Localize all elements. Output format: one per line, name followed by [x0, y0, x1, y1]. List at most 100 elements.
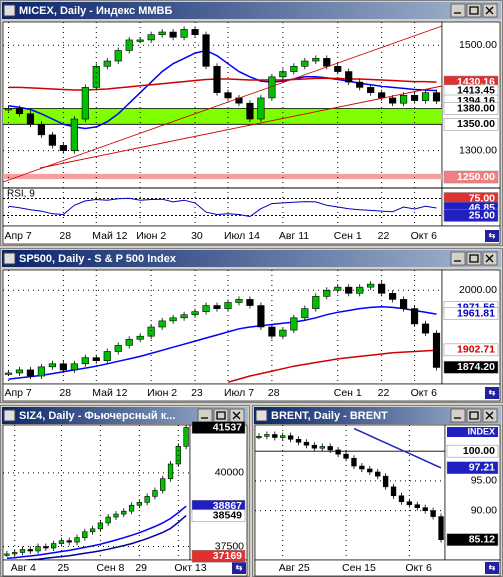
candle: [48, 134, 56, 146]
candle: [367, 468, 373, 473]
window-title: MICEX, Daily - Индекс ММВБ: [19, 5, 172, 17]
candle: [367, 283, 375, 288]
candle: [414, 504, 420, 508]
candle: [246, 102, 254, 120]
y-tick-label: 95.00: [471, 475, 497, 487]
candle: [125, 338, 133, 346]
candle: [246, 299, 254, 306]
candle: [26, 369, 35, 377]
rsi-name: RSI, 9: [7, 189, 35, 200]
candle: [15, 108, 24, 115]
candle: [301, 60, 309, 67]
scroll-button: [485, 230, 499, 242]
price-label: 38549: [213, 509, 242, 521]
candle: [82, 531, 88, 538]
candle: [4, 553, 10, 556]
candle: [180, 29, 188, 38]
candle: [272, 434, 278, 438]
candle: [121, 510, 127, 515]
x-tick-label: Май 12: [92, 230, 127, 242]
window-icon: [3, 252, 16, 265]
price-label: 1350.00: [457, 118, 495, 130]
window-button-glyph: [469, 411, 479, 420]
x-tick-label: Авг 25: [279, 562, 310, 574]
candle: [257, 97, 265, 120]
candle: [152, 490, 158, 497]
candle: [37, 124, 46, 136]
candle: [158, 31, 166, 35]
candle: [92, 65, 100, 88]
x-tick-label: Июн 2: [136, 230, 166, 242]
candle: [301, 308, 309, 319]
scroll-button: [485, 562, 499, 574]
candle: [81, 357, 89, 365]
candle: [421, 92, 430, 101]
candle: [48, 363, 56, 368]
scroll-button: [232, 562, 246, 574]
window-title: SP500, Daily - S & P 500 Index: [19, 253, 177, 265]
candle: [235, 299, 243, 303]
candle: [319, 446, 325, 449]
candle: [59, 145, 67, 151]
x-tick-label: Авг 4: [11, 562, 36, 574]
x-tick-label: Июн 2: [147, 387, 177, 399]
price-label-box: [443, 118, 499, 131]
candle: [421, 323, 430, 334]
x-tick-label: 25: [57, 562, 69, 574]
y-tick-label: 1300.00: [459, 144, 497, 156]
price-label: 25.00: [469, 209, 495, 221]
x-tick-label: Окт 6: [405, 562, 432, 574]
scroll-button-glyph: ⇆: [489, 231, 496, 240]
price-label-box: [191, 550, 246, 563]
candle: [382, 475, 389, 488]
candle: [295, 438, 302, 443]
title-bar: [2, 2, 501, 19]
scroll-button-glyph: ⇆: [489, 563, 496, 572]
candle: [335, 449, 341, 455]
candle: [410, 308, 419, 325]
price-label: 38867: [213, 500, 242, 512]
scroll-button: [485, 387, 499, 399]
trend-line: [39, 85, 443, 169]
window-button-min: [197, 408, 213, 423]
price-label-box: [191, 421, 246, 434]
date-area: [2, 559, 248, 577]
candle: [287, 435, 294, 440]
candle: [359, 465, 365, 470]
price-label: 1250.00: [457, 171, 495, 183]
candle: [169, 317, 177, 322]
candle: [136, 502, 142, 506]
candle: [367, 87, 375, 93]
x-tick-label: Май 12: [92, 387, 127, 399]
candle: [89, 528, 96, 533]
candle: [389, 97, 397, 104]
candle: [147, 326, 155, 337]
candle: [191, 311, 199, 316]
candle: [432, 92, 441, 102]
candle: [399, 94, 408, 104]
candle: [389, 292, 397, 300]
candle: [432, 332, 441, 368]
candle: [113, 513, 119, 518]
window-button-glyph: [485, 411, 494, 420]
candle: [264, 434, 270, 437]
candle: [114, 50, 122, 62]
x-tick-label: Сен 8: [96, 562, 124, 574]
candle: [136, 39, 144, 42]
moving-average: [227, 349, 437, 383]
candle: [103, 351, 111, 362]
candle: [12, 552, 18, 555]
candle: [105, 516, 111, 524]
candle: [70, 118, 78, 151]
candle: [257, 305, 265, 328]
price-panel: [3, 26, 442, 180]
candle: [398, 495, 405, 503]
window-button-min: [450, 408, 466, 423]
x-tick-label: 22: [378, 230, 390, 242]
window-button-max: [466, 251, 482, 266]
chart-area: [2, 424, 191, 561]
candle: [202, 305, 210, 312]
candle: [312, 58, 320, 62]
candle: [323, 289, 331, 297]
